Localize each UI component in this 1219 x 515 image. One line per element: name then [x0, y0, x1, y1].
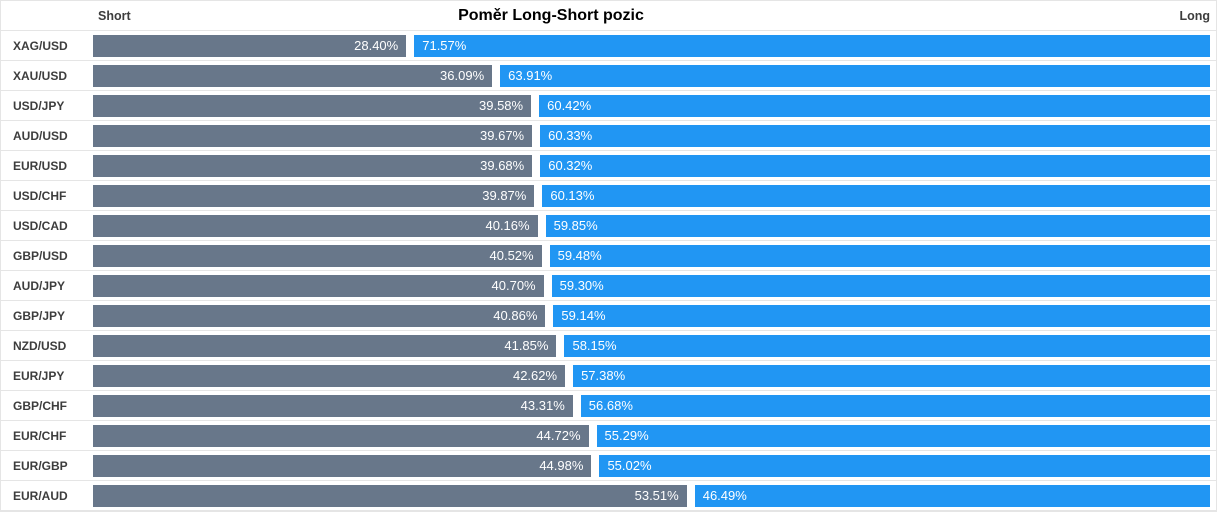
short-bar[interactable]: 42.62%: [93, 364, 566, 387]
table-row: EUR/CHF 44.72% 55.29%: [1, 421, 1216, 451]
table-row: EUR/AUD 53.51% 46.49%: [1, 481, 1216, 511]
table-row: GBP/USD 40.52% 59.48%: [1, 241, 1216, 271]
bar-track: 28.40% 71.57%: [93, 34, 1210, 57]
bar-track: 40.70% 59.30%: [93, 274, 1210, 297]
short-bar[interactable]: 41.85%: [93, 334, 557, 357]
table-row: EUR/USD 39.68% 60.32%: [1, 151, 1216, 181]
short-bar[interactable]: 40.52%: [93, 244, 542, 267]
pair-label: GBP/JPY: [13, 308, 66, 323]
short-bar[interactable]: 53.51%: [93, 484, 687, 507]
bar-track: 44.72% 55.29%: [93, 424, 1210, 447]
long-bar[interactable]: 56.68%: [580, 394, 1210, 417]
short-bar[interactable]: 36.09%: [93, 64, 493, 87]
table-row: USD/CAD 40.16% 59.85%: [1, 211, 1216, 241]
short-bar[interactable]: 44.72%: [93, 424, 589, 447]
short-bar[interactable]: 44.98%: [93, 454, 592, 477]
table-row: GBP/JPY 40.86% 59.14%: [1, 301, 1216, 331]
pair-label: NZD/USD: [13, 338, 67, 353]
table-row: GBP/CHF 43.31% 56.68%: [1, 391, 1216, 421]
long-bar[interactable]: 59.85%: [545, 214, 1210, 237]
long-bar[interactable]: 55.29%: [596, 424, 1210, 447]
bar-track: 44.98% 55.02%: [93, 454, 1210, 477]
short-bar[interactable]: 39.67%: [93, 124, 533, 147]
long-bar[interactable]: 59.48%: [549, 244, 1210, 267]
bar-track: 41.85% 58.15%: [93, 334, 1210, 357]
short-bar[interactable]: 39.68%: [93, 154, 533, 177]
pair-label: EUR/CHF: [13, 428, 67, 443]
pair-label: EUR/USD: [13, 158, 68, 173]
short-axis-label: Short: [98, 8, 131, 23]
long-bar[interactable]: 60.32%: [540, 154, 1210, 177]
long-bar[interactable]: 46.49%: [694, 484, 1210, 507]
table-row: AUD/JPY 40.70% 59.30%: [1, 271, 1216, 301]
pair-label: USD/CAD: [13, 218, 68, 233]
pair-label: GBP/CHF: [13, 398, 67, 413]
long-bar[interactable]: 60.33%: [540, 124, 1210, 147]
bar-track: 39.68% 60.32%: [93, 154, 1210, 177]
pair-label: GBP/USD: [13, 248, 68, 263]
pair-label: XAU/USD: [13, 68, 68, 83]
pair-label: EUR/GBP: [13, 458, 68, 473]
table-row: EUR/GBP 44.98% 55.02%: [1, 451, 1216, 481]
bar-track: 39.58% 60.42%: [93, 94, 1210, 117]
bar-track: 42.62% 57.38%: [93, 364, 1210, 387]
table-row: AUD/USD 39.67% 60.33%: [1, 121, 1216, 151]
bar-track: 53.51% 46.49%: [93, 484, 1210, 507]
short-bar[interactable]: 43.31%: [93, 394, 573, 417]
table-row: NZD/USD 41.85% 58.15%: [1, 331, 1216, 361]
bar-track: 40.86% 59.14%: [93, 304, 1210, 327]
short-bar[interactable]: 39.58%: [93, 94, 532, 117]
chart-title: Poměr Long-Short pozic: [458, 6, 644, 24]
chart-rows: XAG/USD 28.40% 71.57% XAU/USD 36.09% 63.91% US…: [1, 31, 1216, 511]
table-row: USD/CHF 39.87% 60.13%: [1, 181, 1216, 211]
table-row: EUR/JPY 42.62% 57.38%: [1, 361, 1216, 391]
long-bar[interactable]: 60.42%: [539, 94, 1210, 117]
bar-track: 36.09% 63.91%: [93, 64, 1210, 87]
chart-header: Short Long Poměr Long-Short pozic: [1, 1, 1216, 31]
long-bar[interactable]: 63.91%: [500, 64, 1210, 87]
pair-label: EUR/AUD: [13, 488, 68, 503]
pair-label: AUD/JPY: [13, 278, 66, 293]
bar-track: 39.67% 60.33%: [93, 124, 1210, 147]
long-bar[interactable]: 71.57%: [414, 34, 1210, 57]
bar-track: 40.16% 59.85%: [93, 214, 1210, 237]
long-bar[interactable]: 55.02%: [599, 454, 1210, 477]
long-bar[interactable]: 57.38%: [573, 364, 1210, 387]
long-bar[interactable]: 59.30%: [551, 274, 1210, 297]
pair-label: USD/JPY: [13, 98, 65, 113]
short-bar[interactable]: 40.16%: [93, 214, 538, 237]
short-bar[interactable]: 39.87%: [93, 184, 535, 207]
long-bar[interactable]: 60.13%: [542, 184, 1210, 207]
pair-label: EUR/JPY: [13, 368, 65, 383]
bar-track: 39.87% 60.13%: [93, 184, 1210, 207]
table-row: XAG/USD 28.40% 71.57%: [1, 31, 1216, 61]
long-bar[interactable]: 58.15%: [564, 334, 1210, 357]
pair-label: USD/CHF: [13, 188, 67, 203]
long-bar[interactable]: 59.14%: [553, 304, 1210, 327]
table-row: USD/JPY 39.58% 60.42%: [1, 91, 1216, 121]
header-track: Short Long: [93, 9, 1210, 23]
bar-track: 43.31% 56.68%: [93, 394, 1210, 417]
table-row: XAU/USD 36.09% 63.91%: [1, 61, 1216, 91]
short-bar[interactable]: 40.70%: [93, 274, 544, 297]
short-bar[interactable]: 40.86%: [93, 304, 546, 327]
pair-label: XAG/USD: [13, 38, 68, 53]
short-bar[interactable]: 28.40%: [93, 34, 407, 57]
long-axis-label: Long: [1179, 8, 1210, 23]
bar-track: 40.52% 59.48%: [93, 244, 1210, 267]
pair-label: AUD/USD: [13, 128, 68, 143]
